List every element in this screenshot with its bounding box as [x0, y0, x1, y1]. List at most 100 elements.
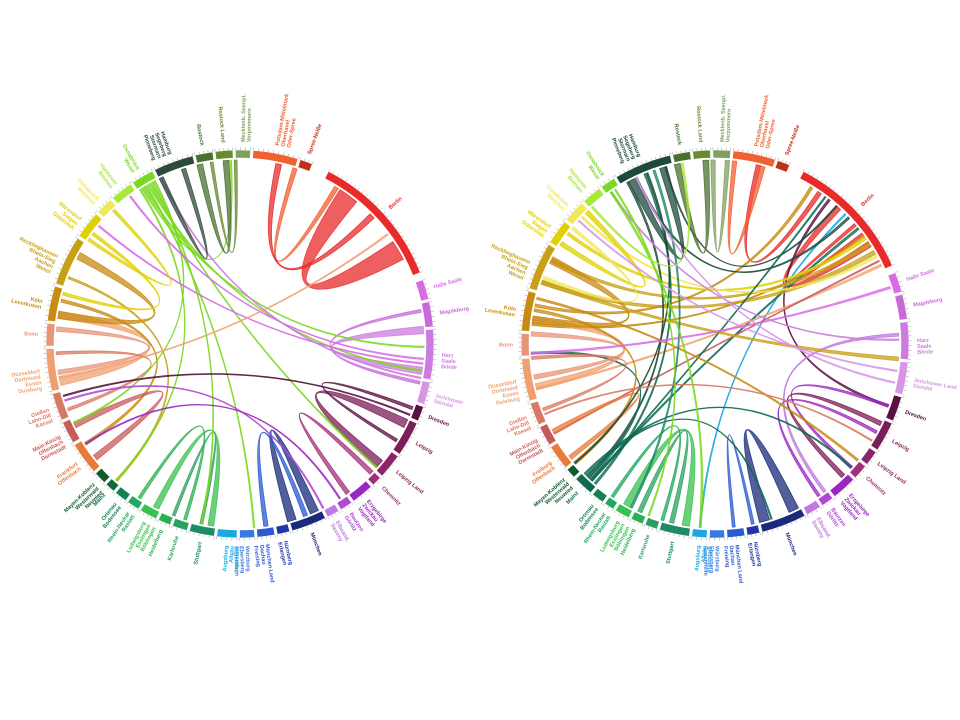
segment-tick — [91, 471, 94, 474]
segment-tick — [534, 420, 537, 422]
segment-label: München LandDachauFreising — [252, 544, 275, 585]
segment-arc — [870, 419, 893, 451]
segment-arc — [45, 322, 56, 347]
segment-label-line: Duisburg — [496, 396, 521, 406]
segment-tick — [138, 510, 141, 513]
chord-link — [531, 354, 627, 412]
segment-arc — [528, 244, 556, 292]
chord-link — [158, 167, 208, 260]
segment-label-line: Rostock Land — [695, 106, 704, 143]
segment-arc — [252, 150, 299, 167]
segment-tick — [894, 416, 898, 418]
segment-tick — [903, 298, 907, 300]
segment-tick — [815, 509, 818, 512]
segment-tick — [67, 249, 70, 252]
segment-tick — [777, 158, 779, 161]
segment-tick — [880, 241, 883, 244]
segment-tick — [837, 191, 840, 194]
segment-tick — [570, 210, 573, 213]
segment-tick — [54, 277, 58, 279]
segment-tick — [664, 153, 666, 157]
segment-label-line: Ebersberg — [708, 546, 714, 573]
segment-tick — [588, 492, 591, 495]
segment-arc — [157, 512, 174, 526]
segment-tick — [390, 219, 393, 222]
segment-tick — [420, 271, 423, 273]
segment-label-line: Ebersberg — [238, 546, 245, 573]
segment-tick — [94, 212, 97, 214]
segment-arc — [709, 529, 726, 539]
segment-tick — [65, 254, 68, 256]
segment-label-line: Duisburg — [18, 386, 43, 395]
segment-label-line: Vorpommern — [247, 108, 254, 143]
segment-tick — [565, 469, 568, 472]
segment-label: OsnabrückWesel — [579, 151, 605, 182]
segment-tick — [325, 518, 327, 521]
segment-tick — [85, 464, 88, 467]
segment-label-line: Gießen — [31, 407, 51, 419]
segment-label: München LandDachauFreising — [722, 545, 744, 585]
segment-tick — [532, 416, 536, 418]
chord-link — [613, 188, 676, 517]
segment-tick — [629, 518, 632, 522]
segment-tick — [301, 527, 303, 531]
segment-tick — [770, 155, 772, 159]
segment-tick — [759, 532, 761, 536]
segment-tick — [611, 509, 614, 512]
segment-tick — [49, 295, 53, 296]
segment-tick — [537, 426, 540, 429]
segment-tick — [56, 272, 60, 275]
segment-label-line: Rosenheim — [232, 546, 239, 576]
segment-tick — [419, 416, 423, 418]
segment-label: Karlsruhe — [167, 535, 181, 561]
segment-tick — [885, 436, 888, 439]
segment-tick — [576, 204, 579, 207]
segment-tick — [136, 509, 139, 512]
segment-tick — [865, 220, 869, 223]
segment-arc — [745, 524, 761, 536]
chord-link — [273, 167, 339, 262]
segment-label-line: Köln — [30, 297, 44, 306]
segment-tick — [567, 214, 570, 217]
chord-link — [551, 392, 640, 460]
segment-arc — [289, 510, 326, 532]
segment-tick — [62, 258, 66, 261]
segment-label-line: Leipzig Land — [876, 461, 907, 486]
segment-tick — [102, 482, 105, 485]
segment-label-line: Chemnitz — [380, 486, 402, 508]
segment-label: AugsburgAllgäuIngolstadt — [222, 545, 241, 573]
segment-tick — [123, 500, 126, 503]
segment-label-line: Erlangen — [746, 543, 757, 568]
segment-arc — [592, 487, 608, 503]
segment-tick — [834, 496, 837, 499]
segment-label-line: Essen — [502, 391, 520, 400]
segment-tick — [396, 227, 399, 230]
segment-label: HarzSaaleBörde — [441, 353, 458, 371]
chord-link — [610, 425, 682, 522]
chord-link — [585, 418, 773, 520]
segment-tick — [331, 515, 333, 518]
segment-tick — [623, 170, 625, 173]
segment-tick — [285, 532, 287, 536]
segment-arc — [732, 150, 776, 168]
chord-link — [727, 160, 766, 255]
chord-link — [637, 430, 689, 524]
segment-tick — [59, 419, 62, 422]
chord-link — [298, 412, 374, 495]
segment-arc — [692, 149, 711, 160]
segment-tick — [281, 533, 283, 536]
segment-label-line: Rosenheim — [702, 546, 708, 576]
segment-tick — [373, 200, 375, 204]
segment-arc — [529, 400, 547, 426]
segment-tick — [795, 520, 798, 523]
segment-arc — [521, 290, 537, 332]
segment-tick — [404, 239, 407, 242]
segment-tick — [852, 205, 855, 208]
segment-tick — [367, 489, 370, 492]
segment-label: Berlin — [388, 196, 404, 211]
segment-tick — [168, 524, 171, 528]
segment-tick — [829, 185, 832, 188]
segment-tick — [341, 176, 343, 179]
segment-tick — [283, 152, 284, 155]
segment-tick — [53, 282, 56, 284]
